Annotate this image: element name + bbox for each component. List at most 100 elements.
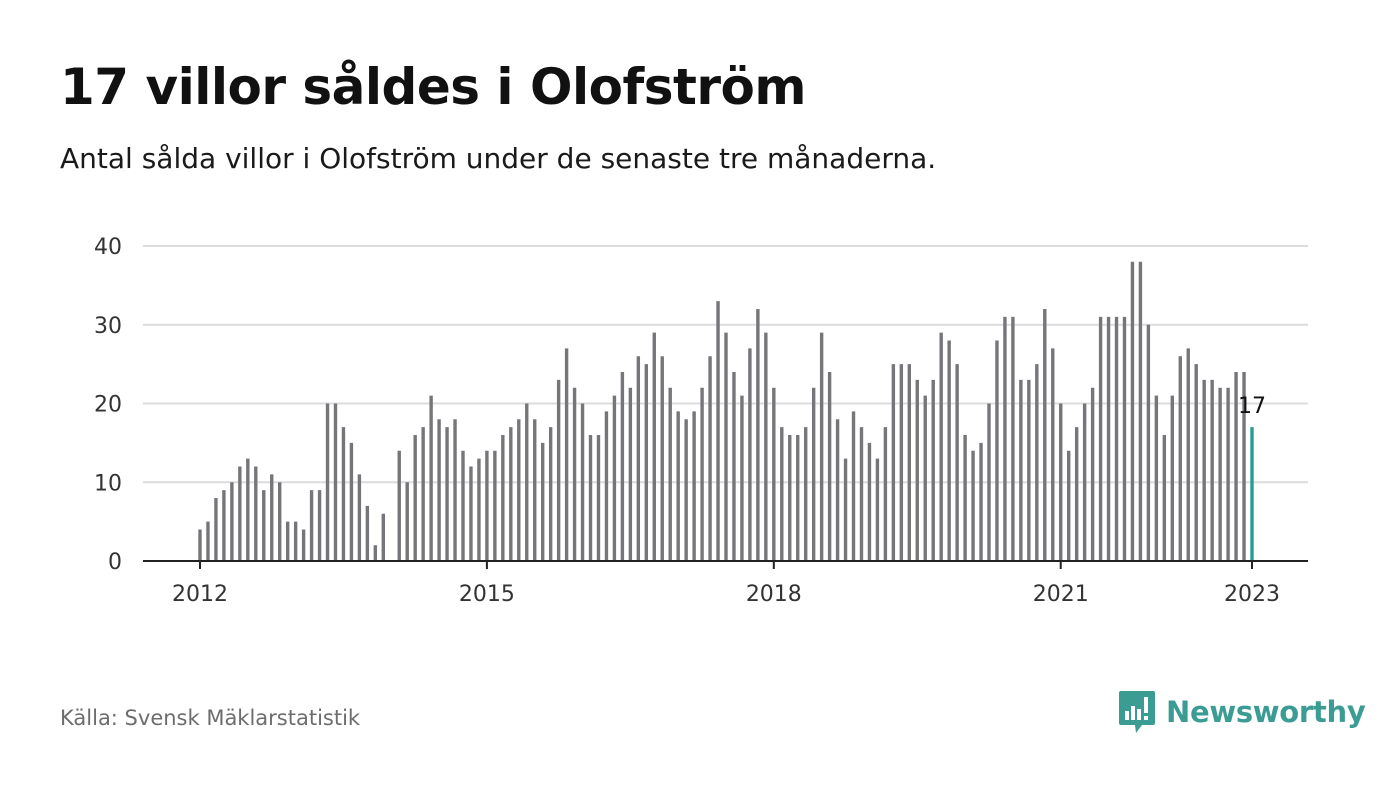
y-tick-label: 20	[94, 393, 122, 418]
bar	[716, 301, 720, 561]
bar	[525, 403, 529, 561]
chart-subtitle: Antal sålda villor i Olofström under de …	[60, 142, 937, 175]
bar	[564, 348, 569, 561]
bar	[477, 458, 481, 561]
bar	[835, 419, 840, 561]
bar	[851, 411, 856, 561]
bar	[740, 395, 744, 561]
bar	[612, 395, 617, 561]
bar	[1130, 261, 1135, 561]
bar	[1074, 427, 1079, 561]
bar	[349, 442, 354, 561]
bar	[509, 427, 513, 561]
bar	[708, 356, 712, 561]
bar	[285, 521, 290, 561]
bar	[301, 529, 306, 561]
bar	[811, 387, 816, 561]
source-note: Källa: Svensk Mäklarstatistik	[60, 706, 361, 730]
bar	[748, 348, 752, 561]
bar	[644, 364, 649, 561]
bar	[485, 450, 489, 561]
highlight-value-label: 17	[1238, 394, 1266, 419]
bar	[1043, 309, 1047, 561]
bar	[333, 403, 338, 561]
bar	[732, 372, 736, 561]
bar-highlight	[1250, 427, 1254, 561]
bar	[317, 490, 322, 561]
bar	[819, 332, 824, 561]
brand-name: Newsworthy	[1166, 695, 1366, 729]
bar	[1098, 316, 1103, 561]
bar	[1019, 379, 1023, 561]
bar	[995, 340, 999, 561]
bar	[381, 513, 386, 561]
bar	[493, 450, 497, 561]
bar	[1003, 316, 1007, 561]
bar	[277, 482, 282, 561]
bar	[556, 379, 561, 561]
bar	[198, 529, 202, 561]
bar	[421, 427, 425, 561]
x-axis-ticks: 2012 2015 2018 2021 2023	[172, 561, 1280, 607]
bar	[533, 419, 537, 561]
bar	[1106, 316, 1111, 561]
bar	[963, 435, 967, 561]
bar	[1114, 316, 1119, 561]
bar	[1051, 348, 1055, 561]
bar	[780, 427, 784, 561]
bar	[1234, 372, 1238, 561]
bar	[875, 458, 880, 561]
bar	[939, 332, 943, 561]
data-labels: 17	[1238, 394, 1266, 419]
bar	[309, 490, 314, 561]
bar	[915, 379, 919, 561]
bar	[1194, 364, 1198, 561]
bar	[1162, 435, 1167, 561]
bar	[1082, 403, 1087, 561]
bar	[859, 427, 864, 561]
bar	[293, 521, 298, 561]
bar	[413, 435, 417, 561]
bar	[620, 372, 625, 561]
x-tick-label: 2012	[172, 582, 228, 607]
bar	[373, 545, 378, 561]
bar	[676, 411, 680, 561]
bar	[325, 403, 330, 561]
bar	[1210, 379, 1214, 561]
bar	[1027, 379, 1031, 561]
bar	[652, 332, 656, 561]
bar	[238, 466, 242, 561]
bar	[803, 427, 808, 561]
bar	[971, 450, 975, 561]
bar	[1138, 261, 1143, 561]
bar	[230, 482, 234, 561]
bar	[461, 450, 465, 561]
bar	[955, 364, 959, 561]
bar	[604, 411, 609, 561]
bar	[1090, 387, 1095, 561]
bar	[596, 435, 601, 561]
bar	[580, 403, 585, 561]
y-tick-label: 0	[108, 550, 122, 575]
bar	[397, 450, 401, 561]
bar	[262, 490, 266, 561]
bar	[1035, 364, 1039, 561]
bar	[1146, 324, 1151, 561]
bar	[692, 411, 696, 561]
bar	[628, 387, 633, 561]
chart-title: 17 villor såldes i Olofström	[60, 58, 807, 116]
bar	[1170, 395, 1175, 561]
bar	[1178, 356, 1182, 561]
bar	[827, 372, 832, 561]
bar	[1202, 379, 1206, 561]
bar	[668, 387, 672, 561]
x-tick-label: 2023	[1224, 582, 1280, 607]
bar	[588, 435, 593, 561]
bar	[1122, 316, 1127, 561]
bar	[517, 419, 521, 561]
bar	[891, 364, 896, 561]
bar	[923, 395, 927, 561]
bar	[357, 474, 362, 561]
y-axis-ticks: 0 10 20 30 40	[94, 235, 122, 575]
